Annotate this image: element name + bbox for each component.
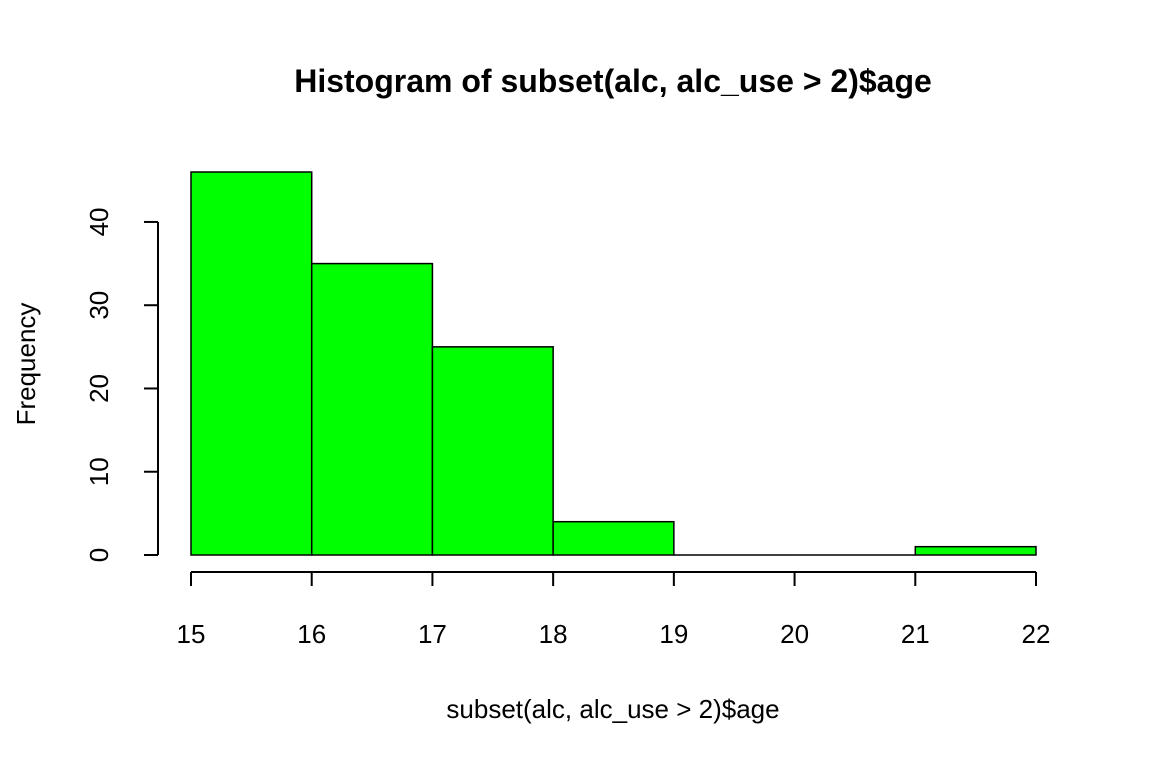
x-tick-label-7: 22 bbox=[1022, 619, 1051, 649]
y-axis-label: Frequency bbox=[11, 303, 41, 426]
x-tick-label-0: 15 bbox=[177, 619, 206, 649]
y-tick-label-0: 0 bbox=[84, 548, 114, 562]
x-tick-label-2: 17 bbox=[418, 619, 447, 649]
histogram-bar-6 bbox=[914, 545, 1037, 556]
y-axis: 0 10 20 30 40 bbox=[84, 207, 159, 562]
x-tick-label-4: 19 bbox=[659, 619, 688, 649]
histogram-bar-0 bbox=[190, 171, 313, 556]
x-tick-label-3: 18 bbox=[539, 619, 568, 649]
x-tick-label-1: 16 bbox=[297, 619, 326, 649]
y-tick-label-2: 20 bbox=[84, 374, 114, 403]
x-tick-label-5: 20 bbox=[780, 619, 809, 649]
histogram-bar-1 bbox=[310, 262, 434, 556]
histogram-bar-3 bbox=[552, 520, 675, 556]
x-tick-label-6: 21 bbox=[901, 619, 930, 649]
x-axis: 15 16 17 18 19 20 21 22 bbox=[177, 571, 1051, 649]
y-tick-label-1: 10 bbox=[84, 457, 114, 486]
chart-title: Histogram of subset(alc, alc_use > 2)$ag… bbox=[294, 63, 932, 99]
bars-group bbox=[190, 171, 1037, 556]
x-axis-label: subset(alc, alc_use > 2)$age bbox=[446, 694, 779, 724]
y-tick-label-3: 30 bbox=[84, 291, 114, 320]
y-tick-label-4: 40 bbox=[84, 207, 114, 236]
histogram-bar-2 bbox=[431, 346, 554, 556]
